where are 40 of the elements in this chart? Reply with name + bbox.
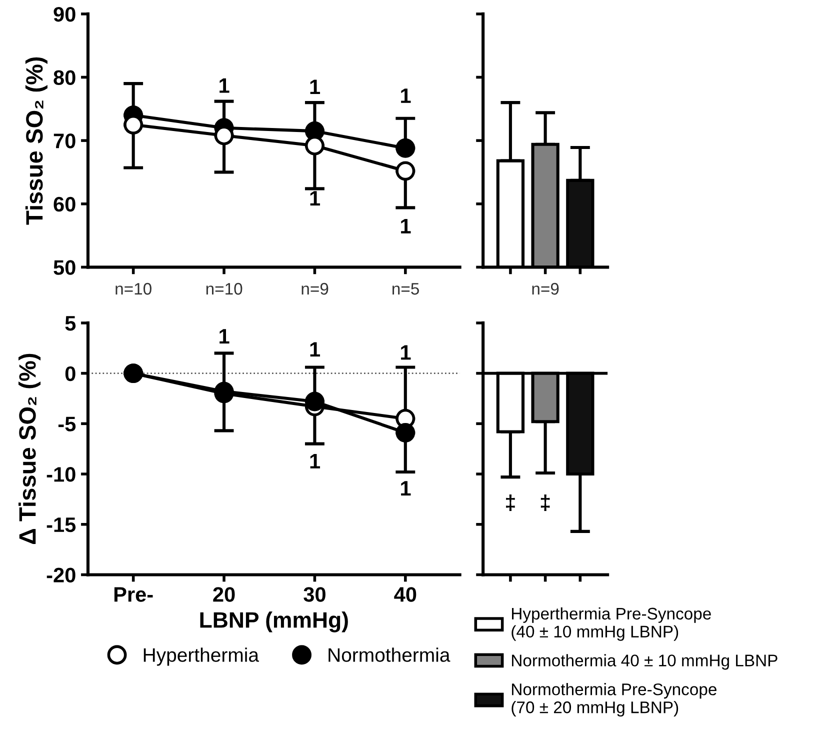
- y-tick-label: 70: [54, 134, 76, 148]
- x-tick-label: 40: [394, 587, 416, 602]
- annotation: ‡: [506, 494, 515, 512]
- annotation: ‡: [540, 494, 550, 512]
- y-axis-title: Tissue SO₂ (%): [25, 57, 48, 225]
- legend-label: Normothermia 40 ± 10 mmHg LBNP: [512, 654, 778, 670]
- text: n=5: [392, 283, 419, 295]
- legend-label: Hyperthermia Pre-Syncope (40 ± 10 mmHg LBNP): [512, 607, 711, 641]
- annotation: 1: [310, 454, 320, 468]
- x-axis-title: LBNP (mmHg): [200, 612, 348, 632]
- legend-label: Hyperthermia: [144, 648, 260, 666]
- x-tick-label: 20: [213, 587, 235, 602]
- y-tick-label: -20: [46, 568, 76, 582]
- annotation: 1: [401, 88, 411, 103]
- annotation: 1: [310, 342, 320, 357]
- legend-label: Normothermia: [328, 648, 450, 662]
- y-tick-label: -15: [46, 518, 76, 532]
- y-tick-label: 5: [65, 316, 76, 331]
- annotation: 1: [401, 218, 411, 234]
- y-tick-label: -5: [58, 416, 76, 432]
- annotation: 1: [401, 345, 411, 360]
- x-tick-label: 30: [304, 587, 326, 602]
- text: n=9: [532, 282, 559, 295]
- text: n=10: [206, 282, 242, 295]
- x-tick-label: Pre-: [114, 587, 153, 602]
- y-tick-label: 60: [54, 196, 76, 212]
- annotation: 1: [401, 481, 411, 496]
- y-axis-title: Δ Tissue SO₂ (%): [18, 354, 41, 544]
- text: n=9: [302, 282, 328, 295]
- legend-label: Normothermia Pre-Syncope (70 ± 20 mmHg LBNP): [512, 683, 716, 717]
- y-tick-label: -10: [46, 467, 76, 482]
- y-tick-label: 0: [65, 366, 76, 382]
- y-tick-label: 80: [54, 70, 76, 86]
- y-tick-label: 90: [54, 6, 76, 22]
- annotation: 1: [310, 80, 320, 94]
- y-tick-label: 50: [54, 260, 76, 275]
- annotation: 1: [310, 191, 320, 206]
- annotation: 1: [220, 329, 230, 344]
- text: n=10: [116, 282, 152, 295]
- annotation: 1: [220, 78, 230, 93]
